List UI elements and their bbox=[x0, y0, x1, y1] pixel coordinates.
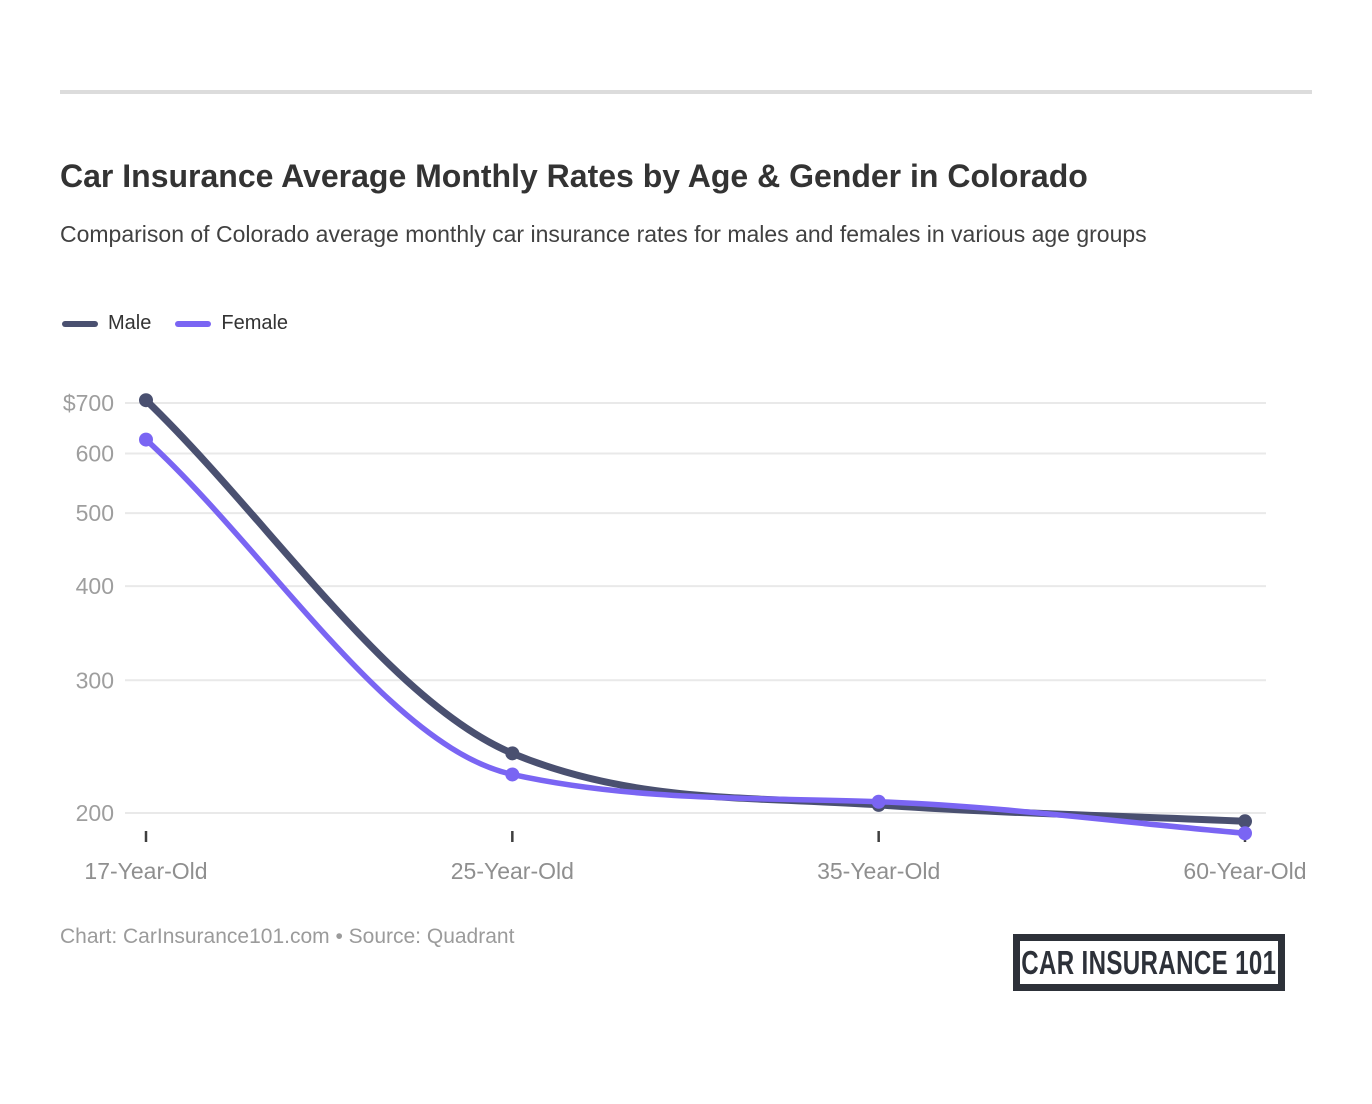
logo-text: CAR INSURANCE 101 bbox=[1021, 943, 1277, 981]
female-point-17-year-old[interactable] bbox=[139, 432, 153, 447]
car-insurance-101-logo: CAR INSURANCE 101 bbox=[1013, 934, 1285, 991]
y-axis-label-300: 300 bbox=[76, 667, 114, 693]
chart-subtitle: Comparison of Colorado average monthly c… bbox=[60, 221, 1147, 247]
y-axis-label-700: $700 bbox=[63, 390, 114, 416]
male-point-25-year-old[interactable] bbox=[505, 746, 520, 761]
female-point-60-year-old[interactable] bbox=[1238, 826, 1252, 841]
legend-item-female[interactable]: Female bbox=[175, 312, 288, 335]
y-axis-label-200: 200 bbox=[76, 800, 114, 826]
x-axis-label-25-year-old: 25-Year-Old bbox=[451, 858, 574, 884]
x-axis-label-35-year-old: 35-Year-Old bbox=[817, 858, 940, 884]
female-point-25-year-old[interactable] bbox=[505, 767, 520, 782]
female-line[interactable] bbox=[143, 436, 1248, 836]
legend: Male Female bbox=[62, 312, 288, 335]
male-point-60-year-old[interactable] bbox=[1238, 814, 1252, 829]
y-axis-label-600: 600 bbox=[76, 440, 114, 466]
chart-title: Car Insurance Average Monthly Rates by A… bbox=[60, 158, 1088, 194]
x-axis-label-17-year-old: 17-Year-Old bbox=[84, 858, 207, 884]
female-legend-swatch bbox=[175, 320, 212, 327]
male-legend-label: Male bbox=[108, 312, 152, 334]
x-axis-label-60-year-old: 60-Year-Old bbox=[1183, 858, 1306, 884]
top-divider bbox=[60, 90, 1312, 94]
legend-item-male[interactable]: Male bbox=[62, 312, 151, 335]
male-legend-swatch bbox=[62, 320, 98, 327]
female-point-35-year-old[interactable] bbox=[871, 794, 886, 809]
female-legend-label: Female bbox=[221, 312, 289, 334]
y-axis-label-500: 500 bbox=[76, 500, 114, 526]
male-line[interactable] bbox=[142, 396, 1249, 825]
y-axis-label-400: 400 bbox=[76, 573, 114, 599]
male-point-17-year-old[interactable] bbox=[139, 393, 153, 408]
chart-credit: Chart: CarInsurance101.com • Source: Qua… bbox=[60, 925, 515, 948]
